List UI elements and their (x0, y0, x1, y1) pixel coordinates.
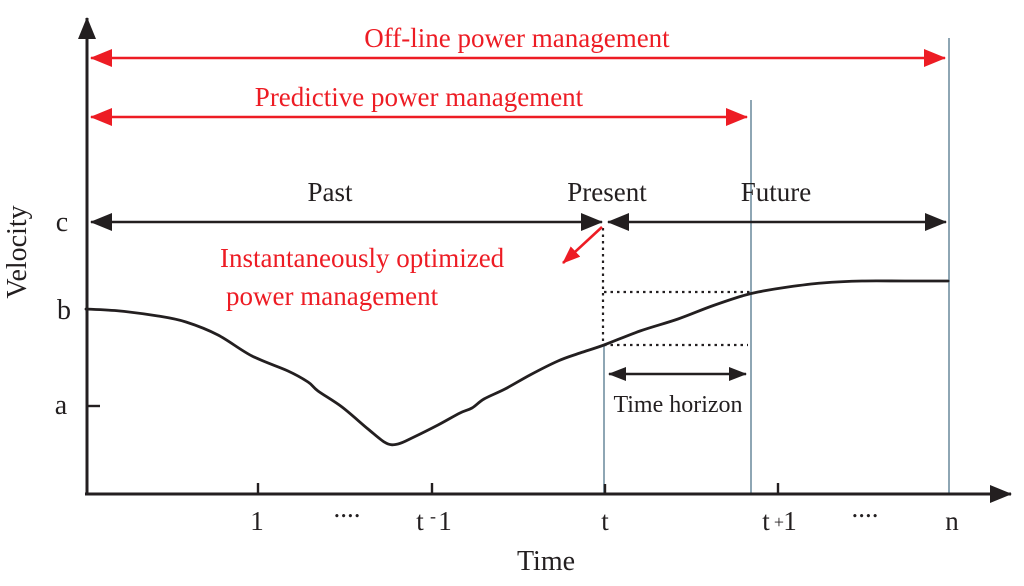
t-minus-1-sign: - (430, 506, 436, 526)
x-tick-label-t: t (601, 506, 609, 536)
x-tick-label-1: 1 (250, 506, 264, 536)
t-minus-1-one: 1 (438, 506, 452, 536)
t-plus-1-sign: + (774, 512, 784, 532)
instantaneous-label-line1: Instantaneously optimized (220, 243, 505, 273)
predictive-label: Predictive power management (255, 82, 584, 112)
y-axis-title: Velocity (2, 205, 33, 298)
y-tick-label-c: c (56, 207, 68, 238)
x-tick-label-n: n (945, 506, 959, 536)
future-label: Future (741, 177, 812, 207)
velocity-curve (84, 279, 950, 447)
x-tick-label-dots-left: .... (334, 493, 361, 523)
past-label: Past (307, 177, 353, 207)
t-plus-1-one: 1 (783, 506, 797, 536)
t-minus-1-t: t (416, 506, 424, 536)
t-plus-1-t: t (762, 506, 770, 536)
y-tick-label-b: b (57, 295, 71, 326)
x-axis-title: Time (517, 546, 575, 577)
time-horizon-label: Time horizon (613, 392, 742, 418)
x-tick-label-dots-right: .... (852, 493, 879, 523)
present-label: Present (567, 177, 647, 207)
x-tick-label-t-plus-1: t + 1 (762, 506, 797, 536)
instantaneous-label-line2: power management (226, 281, 439, 311)
y-tick-label-a: a (55, 390, 68, 421)
x-tick-label-t-minus-1: t - 1 (416, 506, 452, 536)
instantaneous-pointer-arrow (562, 226, 603, 264)
offline-label: Off-line power management (364, 23, 670, 53)
